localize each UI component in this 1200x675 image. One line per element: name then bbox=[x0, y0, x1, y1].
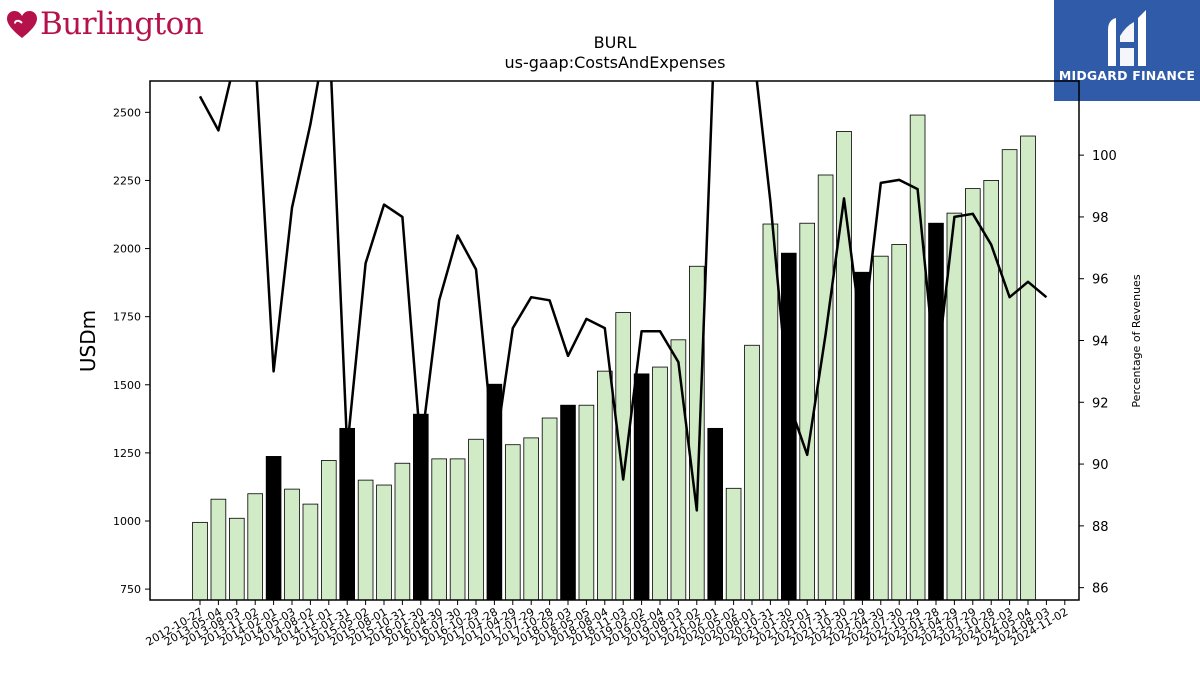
bar bbox=[891, 244, 907, 601]
y-axis-label: USDm bbox=[76, 310, 100, 372]
y2-tick-label: 94 bbox=[1092, 335, 1109, 350]
chart-title: BURL bbox=[594, 33, 637, 52]
bar bbox=[1001, 149, 1018, 601]
bar bbox=[762, 223, 779, 601]
bar bbox=[394, 462, 411, 601]
bar bbox=[652, 366, 668, 601]
bar-highlight bbox=[854, 271, 871, 601]
bar bbox=[523, 437, 539, 601]
bar bbox=[744, 344, 760, 601]
y2-tick-label: 98 bbox=[1092, 211, 1109, 226]
bar bbox=[873, 255, 889, 601]
company-logo-text: Burlington bbox=[40, 6, 204, 42]
publisher-text: MIDGARD FINANCE bbox=[1058, 68, 1196, 83]
bar bbox=[247, 493, 264, 601]
bar bbox=[320, 460, 337, 601]
bar bbox=[578, 404, 595, 601]
y-tick-label: 1750 bbox=[113, 311, 141, 324]
bar bbox=[192, 521, 208, 601]
midgard-emblem-icon bbox=[1108, 10, 1146, 66]
bar bbox=[689, 265, 705, 601]
bar-highlight bbox=[560, 404, 576, 601]
bar bbox=[376, 484, 392, 601]
bar-highlight bbox=[633, 373, 650, 601]
bar bbox=[670, 339, 687, 601]
y-tick-label: 1000 bbox=[113, 515, 141, 528]
y2-tick-label: 100 bbox=[1092, 149, 1117, 164]
y2-axis-label: Percentage of Revenues bbox=[1130, 274, 1143, 407]
bar bbox=[541, 417, 558, 601]
y2-tick-label: 96 bbox=[1092, 273, 1109, 288]
bar bbox=[468, 438, 484, 601]
y-tick-label: 750 bbox=[120, 583, 141, 596]
chart-subtitle: us-gaap:CostsAndExpenses bbox=[505, 53, 726, 72]
y-tick-label: 2250 bbox=[113, 174, 141, 187]
bar bbox=[597, 370, 613, 601]
burlington-logo: Burlington bbox=[6, 4, 204, 46]
bar bbox=[504, 444, 521, 601]
bar bbox=[615, 312, 631, 601]
y2-tick-label: 90 bbox=[1092, 458, 1109, 473]
bar-highlight bbox=[339, 427, 355, 601]
bar-highlight bbox=[928, 222, 944, 601]
bar bbox=[302, 503, 319, 601]
bar bbox=[725, 487, 742, 601]
line-group bbox=[198, 81, 1048, 512]
bar bbox=[210, 498, 227, 601]
y2-tick-label: 92 bbox=[1092, 396, 1109, 411]
y-tick-label: 1500 bbox=[113, 379, 141, 392]
bar-highlight bbox=[707, 427, 723, 601]
bar bbox=[228, 517, 245, 601]
axes-group: 750 1000 1250 1500 1750 2000 2250 2500 86 88 90 92 9… bbox=[113, 80, 1117, 649]
bar-highlight bbox=[781, 252, 797, 601]
y-tick-label: 2000 bbox=[113, 243, 141, 256]
y-tick-label: 2500 bbox=[113, 106, 141, 119]
bar bbox=[817, 174, 834, 601]
bar bbox=[1020, 135, 1036, 601]
bar-highlight bbox=[265, 456, 282, 601]
bar bbox=[431, 458, 447, 601]
bars-group bbox=[192, 114, 1036, 601]
bar bbox=[965, 188, 981, 601]
bar bbox=[284, 488, 300, 601]
y2-tick-label: 86 bbox=[1092, 582, 1109, 597]
bar bbox=[357, 479, 374, 601]
bar bbox=[799, 222, 815, 601]
heart-logo-icon bbox=[7, 11, 37, 38]
bar bbox=[449, 458, 466, 601]
y-tick-label: 1250 bbox=[113, 447, 141, 460]
y2-tick-label: 88 bbox=[1092, 520, 1109, 535]
percentage-line bbox=[198, 81, 1048, 512]
